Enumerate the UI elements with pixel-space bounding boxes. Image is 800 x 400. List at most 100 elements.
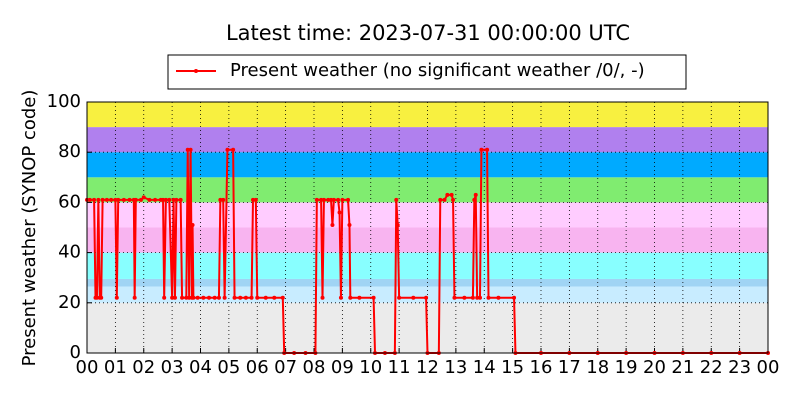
data-point xyxy=(338,295,343,300)
background-band xyxy=(87,152,768,178)
data-point xyxy=(104,197,109,202)
x-tick-label: 11 xyxy=(388,357,411,378)
data-point xyxy=(336,197,341,202)
data-point xyxy=(116,197,121,202)
x-tick-label: 21 xyxy=(671,357,694,378)
data-point xyxy=(314,197,319,202)
y-tick-label: 80 xyxy=(58,141,81,162)
y-tick-label: 20 xyxy=(58,292,81,313)
data-point xyxy=(371,295,376,300)
data-point xyxy=(109,197,114,202)
data-point xyxy=(96,197,101,202)
x-tick-label: 19 xyxy=(615,357,638,378)
data-point xyxy=(178,197,183,202)
data-point xyxy=(190,222,195,227)
legend xyxy=(167,54,687,90)
data-point xyxy=(253,197,258,202)
data-point xyxy=(184,295,189,300)
data-point xyxy=(238,295,243,300)
data-point xyxy=(207,295,212,300)
legend-marker xyxy=(194,69,198,73)
x-tick-label: 02 xyxy=(132,357,155,378)
data-point xyxy=(462,295,467,300)
data-point xyxy=(121,197,126,202)
y-tick-label: 0 xyxy=(70,342,81,363)
data-point xyxy=(411,295,416,300)
data-point xyxy=(94,295,99,300)
data-point xyxy=(195,295,200,300)
data-point xyxy=(153,197,158,202)
data-point xyxy=(100,197,105,202)
data-point xyxy=(477,295,482,300)
data-point xyxy=(133,197,138,202)
x-tick-label: 10 xyxy=(359,357,382,378)
data-point xyxy=(231,147,236,152)
data-point xyxy=(255,295,260,300)
data-point xyxy=(113,197,118,202)
data-point xyxy=(486,295,491,300)
x-tick-label: 06 xyxy=(246,357,269,378)
x-tick-label: 00 xyxy=(76,357,99,378)
x-tick-label: 08 xyxy=(303,357,326,378)
x-tick-label: 22 xyxy=(700,357,723,378)
data-point xyxy=(438,197,443,202)
data-point xyxy=(394,197,399,202)
data-point xyxy=(321,197,326,202)
data-point xyxy=(348,295,353,300)
data-point xyxy=(397,295,402,300)
data-point xyxy=(475,295,480,300)
data-point xyxy=(201,295,206,300)
data-point xyxy=(127,197,132,202)
data-point xyxy=(357,295,362,300)
data-point xyxy=(249,295,254,300)
data-point xyxy=(221,197,226,202)
data-point xyxy=(170,295,175,300)
data-point xyxy=(138,197,143,202)
data-point xyxy=(163,197,168,202)
data-point xyxy=(212,295,217,300)
data-point xyxy=(424,295,429,300)
data-point xyxy=(472,197,477,202)
data-point xyxy=(243,295,248,300)
data-point xyxy=(340,197,345,202)
x-tick-label: 04 xyxy=(189,357,212,378)
data-point xyxy=(225,147,230,152)
data-point xyxy=(451,197,456,202)
data-point xyxy=(442,197,447,202)
x-tick-label: 07 xyxy=(274,357,297,378)
background-band xyxy=(87,127,768,153)
data-point xyxy=(114,295,119,300)
data-point xyxy=(188,147,193,152)
data-point xyxy=(191,295,196,300)
data-point xyxy=(161,197,166,202)
data-point xyxy=(147,197,152,202)
x-tick-label: 23 xyxy=(728,357,751,378)
data-point xyxy=(337,210,342,215)
data-point xyxy=(174,197,179,202)
data-point xyxy=(326,197,331,202)
data-point xyxy=(449,192,454,197)
y-tick-label: 40 xyxy=(58,242,81,263)
background-band xyxy=(87,227,768,253)
chart-title: Latest time: 2023-07-31 00:00:00 UTC xyxy=(226,21,630,45)
x-tick-label: 15 xyxy=(501,357,524,378)
data-point xyxy=(320,295,325,300)
x-tick-label: 17 xyxy=(558,357,581,378)
data-point xyxy=(470,295,475,300)
plot-frame xyxy=(86,101,769,354)
data-point xyxy=(445,192,450,197)
data-point xyxy=(263,295,268,300)
data-point xyxy=(496,295,501,300)
data-point xyxy=(452,295,457,300)
legend-label: Present weather (no significant weather … xyxy=(230,60,645,81)
data-point xyxy=(232,295,237,300)
data-point xyxy=(272,295,277,300)
data-point xyxy=(99,295,104,300)
data-point xyxy=(171,197,176,202)
data-point xyxy=(512,295,517,300)
data-point xyxy=(92,197,97,202)
x-tick-label: 20 xyxy=(643,357,666,378)
data-point xyxy=(395,222,400,227)
y-tick-label: 100 xyxy=(47,91,81,112)
